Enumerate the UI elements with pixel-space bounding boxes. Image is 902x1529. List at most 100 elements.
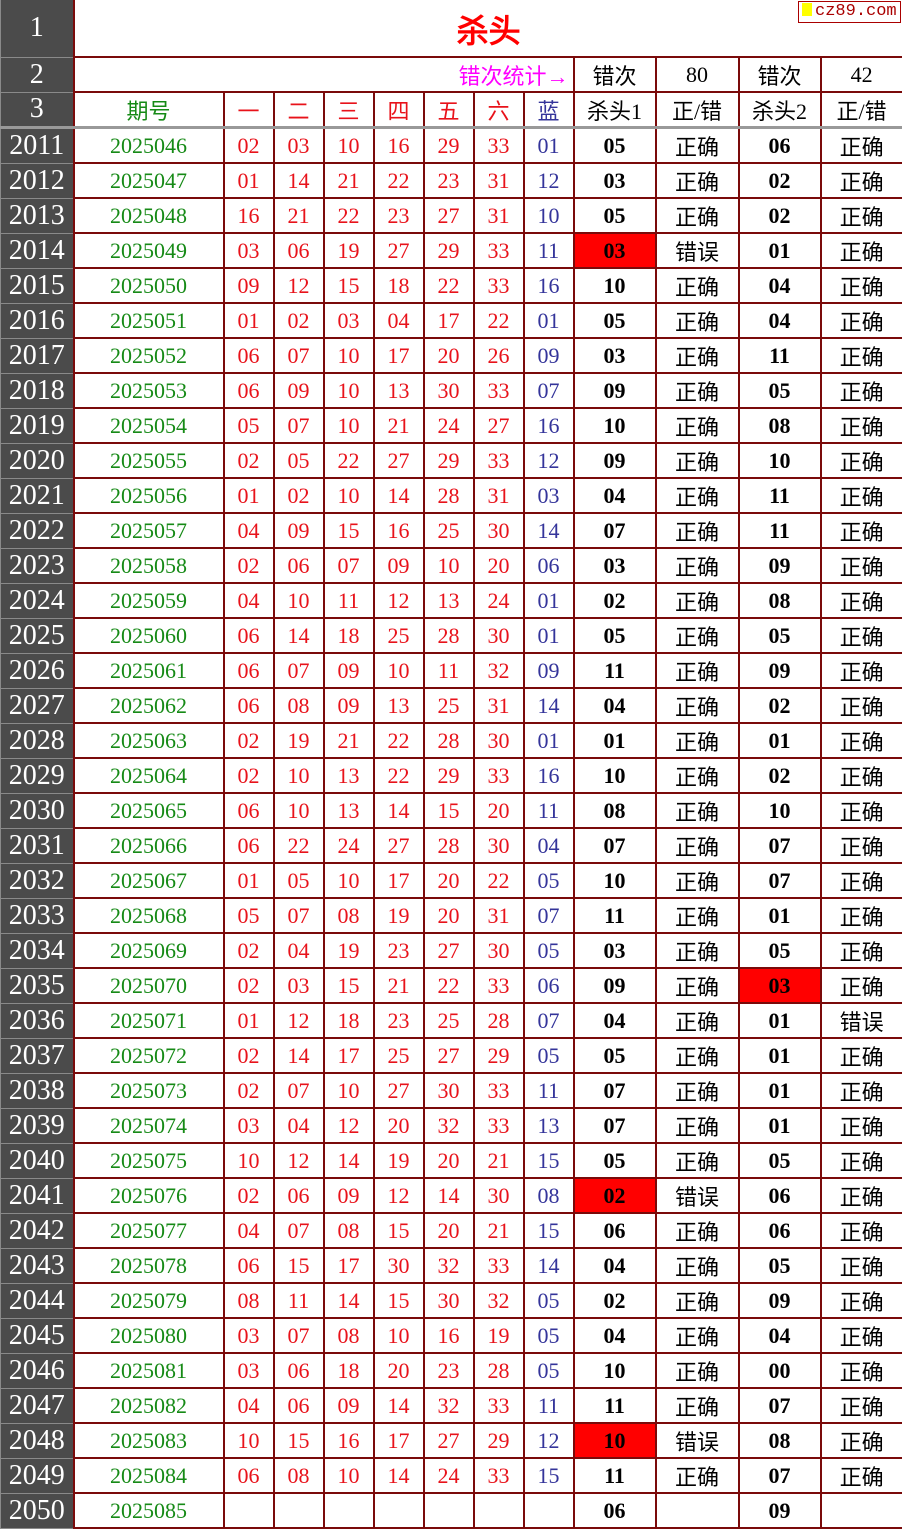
blue-ball-cell: 11: [524, 233, 574, 268]
row-number[interactable]: 2: [1, 57, 74, 92]
kill1-cell: 07: [574, 1073, 656, 1108]
row-number[interactable]: 2046: [1, 1353, 74, 1388]
row-number[interactable]: 2020: [1, 443, 74, 478]
row-number[interactable]: 2019: [1, 408, 74, 443]
row-number[interactable]: 2029: [1, 758, 74, 793]
kill1-cell: 11: [574, 1458, 656, 1493]
row-number[interactable]: 2031: [1, 828, 74, 863]
row-number[interactable]: 2024: [1, 583, 74, 618]
kill2-cell: 01: [739, 1003, 821, 1038]
row-number[interactable]: 2016: [1, 303, 74, 338]
red-ball-cell: 10: [374, 653, 424, 688]
kill1-cell: 05: [574, 618, 656, 653]
blue-ball-cell: 09: [524, 653, 574, 688]
red-ball-cell: 28: [424, 723, 474, 758]
row-number[interactable]: 1: [1, 0, 74, 57]
row-number[interactable]: 2013: [1, 198, 74, 233]
row-number[interactable]: 2042: [1, 1213, 74, 1248]
kill1-cell: 05: [574, 1038, 656, 1073]
result1-cell: 正确: [656, 478, 739, 513]
row-number[interactable]: 2012: [1, 163, 74, 198]
header-red-4: 四: [374, 92, 424, 128]
red-ball-cell: 20: [424, 338, 474, 373]
period-cell: 2025083: [74, 1423, 224, 1458]
row-number[interactable]: 2035: [1, 968, 74, 1003]
row-number[interactable]: 2038: [1, 1073, 74, 1108]
kill1-cell: 10: [574, 268, 656, 303]
row-number[interactable]: 2040: [1, 1143, 74, 1178]
row-number[interactable]: 2017: [1, 338, 74, 373]
row-number[interactable]: 2026: [1, 653, 74, 688]
red-ball-cell: 33: [474, 128, 524, 164]
row-number[interactable]: 2023: [1, 548, 74, 583]
row-number[interactable]: 2033: [1, 898, 74, 933]
red-ball-cell: 03: [274, 968, 324, 1003]
red-ball-cell: 17: [374, 338, 424, 373]
row-number[interactable]: 2043: [1, 1248, 74, 1283]
row-number[interactable]: 2018: [1, 373, 74, 408]
red-ball-cell: 09: [324, 1178, 374, 1213]
row-number[interactable]: 2032: [1, 863, 74, 898]
kill1-cell: 03: [574, 548, 656, 583]
kill1-cell: 03: [574, 233, 656, 268]
red-ball-cell: 13: [324, 793, 374, 828]
red-ball-cell: 30: [474, 1178, 524, 1213]
row-number[interactable]: 2021: [1, 478, 74, 513]
row-number[interactable]: 2014: [1, 233, 74, 268]
red-ball-cell: 10: [324, 1458, 374, 1493]
red-ball-cell: 27: [374, 233, 424, 268]
result1-cell: 正确: [656, 758, 739, 793]
red-ball-cell: 32: [424, 1248, 474, 1283]
row-number[interactable]: 2030: [1, 793, 74, 828]
row-number[interactable]: 2011: [1, 128, 74, 164]
red-ball-cell: 20: [474, 548, 524, 583]
blue-ball-cell: 15: [524, 1143, 574, 1178]
row-number[interactable]: 2025: [1, 618, 74, 653]
red-ball-cell: 32: [474, 1283, 524, 1318]
row-number[interactable]: 3: [1, 92, 74, 128]
row-number[interactable]: 2037: [1, 1038, 74, 1073]
row-number[interactable]: 2036: [1, 1003, 74, 1038]
red-ball-cell: 09: [374, 548, 424, 583]
logo-text: cz89.com: [815, 2, 897, 21]
period-cell: 2025058: [74, 548, 224, 583]
blue-ball-cell: 14: [524, 688, 574, 723]
row-number[interactable]: 2041: [1, 1178, 74, 1213]
kill2-cell: 06: [739, 1213, 821, 1248]
row-number[interactable]: 2034: [1, 933, 74, 968]
result2-cell: 正确: [821, 1108, 902, 1143]
row-number[interactable]: 2048: [1, 1423, 74, 1458]
blue-ball-cell: [524, 1493, 574, 1528]
red-ball-cell: 03: [224, 1108, 274, 1143]
row-number[interactable]: 2047: [1, 1388, 74, 1423]
red-ball-cell: 27: [424, 933, 474, 968]
row-number[interactable]: 2045: [1, 1318, 74, 1353]
row-number[interactable]: 2027: [1, 688, 74, 723]
red-ball-cell: 14: [424, 1178, 474, 1213]
row-number[interactable]: 2028: [1, 723, 74, 758]
row-number[interactable]: 2015: [1, 268, 74, 303]
red-ball-cell: 06: [224, 688, 274, 723]
period-cell: 2025051: [74, 303, 224, 338]
result2-cell: 正确: [821, 758, 902, 793]
result1-cell: 正确: [656, 968, 739, 1003]
red-ball-cell: 06: [224, 373, 274, 408]
kill2-cell: 10: [739, 793, 821, 828]
period-cell: 2025062: [74, 688, 224, 723]
red-ball-cell: 03: [224, 233, 274, 268]
row-number[interactable]: 2044: [1, 1283, 74, 1318]
red-ball-cell: 03: [324, 303, 374, 338]
red-ball-cell: 10: [324, 128, 374, 164]
row-number[interactable]: 2022: [1, 513, 74, 548]
result1-cell: 错误: [656, 1178, 739, 1213]
row-number[interactable]: 2039: [1, 1108, 74, 1143]
miss-count-2: 42: [821, 57, 902, 92]
result2-cell: 正确: [821, 898, 902, 933]
row-number[interactable]: 2050: [1, 1493, 74, 1528]
row-number[interactable]: 2049: [1, 1458, 74, 1493]
